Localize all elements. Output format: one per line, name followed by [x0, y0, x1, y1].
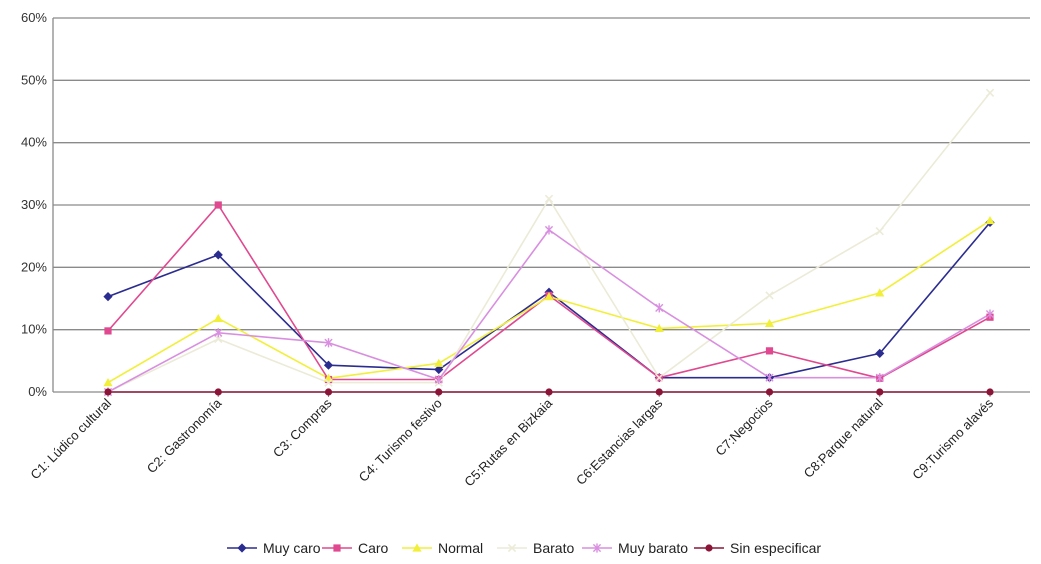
data-point [544, 225, 554, 235]
legend-item: Barato [497, 540, 574, 556]
axes [52, 18, 1030, 397]
data-point [765, 388, 774, 396]
data-point [214, 334, 223, 344]
data-point [655, 373, 664, 382]
data-point [434, 364, 444, 375]
data-point [875, 227, 884, 236]
y-tick-label: 10% [21, 322, 47, 337]
data-point [985, 88, 995, 97]
data-point [104, 388, 112, 396]
legend-item: Muy caro [227, 540, 321, 556]
data-point [544, 292, 554, 301]
data-point [435, 388, 443, 396]
data-point [765, 373, 774, 383]
y-tick-label: 50% [21, 72, 47, 87]
data-point [103, 292, 113, 302]
data-point-stroke [324, 378, 333, 387]
series-markers [103, 88, 995, 397]
y-tick-label: 20% [21, 259, 47, 274]
x-tick-label: C6:Estancias largas [573, 395, 666, 488]
data-point [434, 358, 444, 367]
legend-item: Muy barato [582, 540, 688, 556]
data-point [324, 388, 333, 396]
data-point [324, 378, 333, 387]
legend-item: Caro [322, 540, 389, 556]
data-point [705, 544, 713, 552]
x-tick-label: C9:Turismo alavés [909, 395, 996, 482]
data-point [333, 544, 341, 552]
data-point [875, 373, 884, 383]
data-point-stroke [507, 543, 517, 553]
data-point [985, 215, 995, 225]
data-point [875, 288, 885, 297]
legend-label: Muy caro [263, 540, 321, 556]
data-point [323, 360, 334, 370]
data-point [213, 313, 223, 323]
data-point [765, 291, 774, 300]
y-tick-label: 60% [21, 10, 47, 25]
data-point [213, 250, 223, 260]
data-point [412, 543, 422, 552]
x-tick-label: C5:Rutas en Bizkaia [461, 395, 555, 489]
data-point [434, 374, 443, 385]
x-tick-label: C7:Negocios [712, 395, 776, 459]
data-point [655, 303, 664, 313]
data-point [237, 543, 247, 553]
data-point [592, 543, 602, 553]
data-point [875, 348, 885, 358]
legend-label: Caro [358, 540, 389, 556]
x-tick-label: C3: Compras [270, 395, 335, 460]
data-point [324, 338, 333, 348]
data-point [544, 194, 554, 203]
data-point [104, 327, 112, 335]
series-line [107, 92, 991, 393]
series-lines [107, 92, 991, 393]
data-point-stroke [765, 291, 774, 300]
data-point [764, 318, 775, 328]
data-point [654, 323, 664, 333]
data-point [214, 388, 222, 396]
legend-label: Muy barato [618, 540, 688, 556]
data-point [103, 378, 113, 387]
series-line [107, 229, 991, 393]
data-point-stroke [655, 373, 664, 382]
legend: Muy caro Caro Normal Barato Muy barato Sin es… [227, 540, 821, 556]
data-point [765, 347, 774, 355]
legend-item: Sin especificar [694, 540, 821, 556]
data-point-stroke [544, 194, 554, 203]
data-point [507, 543, 517, 553]
x-tick-label: C8:Parque natural [801, 395, 886, 480]
legend-label: Normal [438, 540, 483, 556]
data-point [985, 309, 995, 319]
data-point-stroke [875, 227, 884, 236]
data-point [214, 201, 222, 209]
grid [53, 17, 1030, 331]
legend-item: Normal [402, 540, 483, 556]
data-point [986, 388, 994, 396]
legend-label: Sin especificar [730, 540, 821, 556]
data-point-stroke [985, 88, 995, 97]
x-tick-label: C1: Lúdico cultural [27, 395, 114, 482]
y-axis-ticks: 0% 10% 20% 30% 40% 50% 60% [21, 10, 47, 399]
x-tick-label: C2: Gastronomía [144, 395, 225, 476]
data-point-stroke [214, 334, 223, 344]
x-tick-label: C4: Turismo festivo [356, 396, 445, 485]
data-point [655, 388, 663, 396]
x-axis-ticks: C1: Lúdico cultural C2: Gastronomía C3: Co… [27, 395, 996, 489]
data-point [876, 388, 884, 396]
y-tick-label: 40% [21, 135, 47, 150]
y-tick-label: 30% [21, 197, 47, 212]
y-tick-label: 0% [28, 384, 47, 399]
data-point [545, 388, 553, 396]
legend-label: Barato [533, 540, 574, 556]
data-point [214, 328, 223, 338]
